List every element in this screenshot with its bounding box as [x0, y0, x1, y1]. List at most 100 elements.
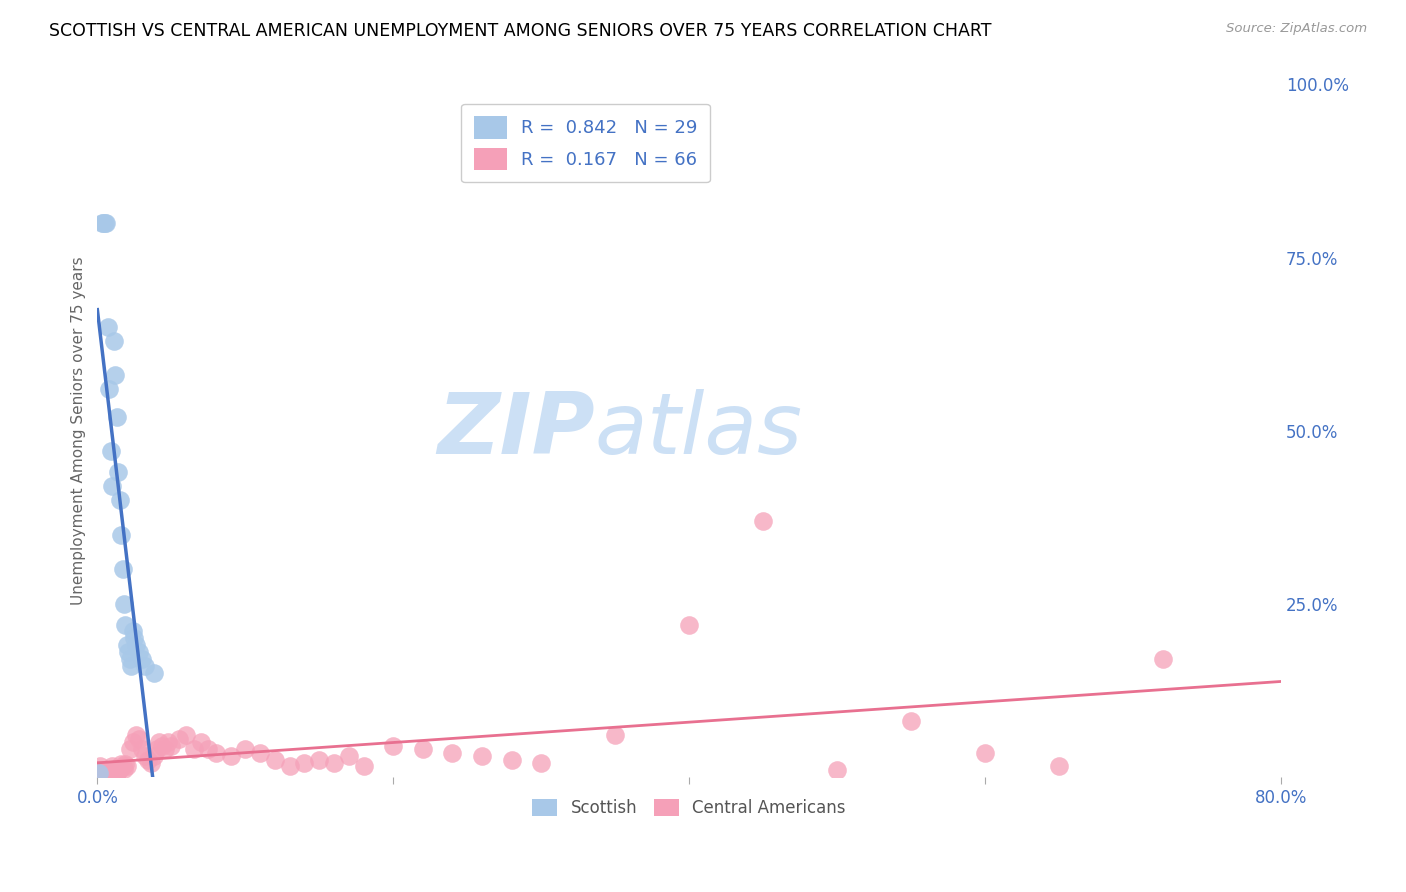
- Point: [148, 735, 170, 749]
- Point: [278, 759, 301, 773]
- Point: [118, 742, 141, 756]
- Point: [128, 645, 150, 659]
- Point: [142, 665, 165, 680]
- Point: [125, 638, 148, 652]
- Point: [98, 766, 121, 780]
- Point: [87, 763, 110, 777]
- Point: [108, 762, 131, 776]
- Text: SCOTTISH VS CENTRAL AMERICAN UNEMPLOYMENT AMONG SENIORS OVER 75 YEARS CORRELATIO: SCOTTISH VS CENTRAL AMERICAN UNEMPLOYMEN…: [49, 22, 991, 40]
- Point: [118, 652, 141, 666]
- Point: [308, 753, 330, 767]
- Point: [152, 739, 174, 753]
- Point: [124, 632, 146, 646]
- Point: [96, 216, 118, 230]
- Point: [112, 762, 135, 776]
- Point: [111, 562, 134, 576]
- Point: [105, 409, 128, 424]
- Point: [441, 746, 464, 760]
- Point: [94, 766, 117, 780]
- Point: [900, 714, 922, 729]
- Point: [110, 757, 132, 772]
- Point: [471, 749, 494, 764]
- Point: [337, 749, 360, 764]
- Point: [145, 742, 167, 756]
- Point: [128, 731, 150, 746]
- Point: [114, 757, 136, 772]
- Point: [501, 753, 523, 767]
- Point: [86, 763, 108, 777]
- Point: [97, 319, 120, 334]
- Point: [131, 652, 153, 666]
- Point: [98, 382, 121, 396]
- Point: [678, 617, 700, 632]
- Point: [752, 514, 775, 528]
- Point: [412, 742, 434, 756]
- Point: [131, 742, 153, 756]
- Point: [117, 645, 139, 659]
- Point: [96, 763, 118, 777]
- Y-axis label: Unemployment Among Seniors over 75 years: Unemployment Among Seniors over 75 years: [72, 256, 86, 605]
- Point: [108, 492, 131, 507]
- Point: [103, 334, 125, 348]
- Text: Source: ZipAtlas.com: Source: ZipAtlas.com: [1226, 22, 1367, 36]
- Point: [139, 756, 162, 770]
- Point: [825, 763, 848, 777]
- Point: [167, 731, 190, 746]
- Point: [107, 465, 129, 479]
- Point: [90, 216, 112, 230]
- Point: [91, 764, 114, 779]
- Point: [1047, 759, 1070, 773]
- Point: [107, 764, 129, 779]
- Point: [353, 759, 375, 773]
- Point: [219, 749, 242, 764]
- Point: [114, 617, 136, 632]
- Point: [94, 216, 117, 230]
- Point: [974, 746, 997, 760]
- Point: [89, 759, 111, 773]
- Point: [104, 368, 127, 383]
- Text: atlas: atlas: [595, 389, 803, 472]
- Text: ZIP: ZIP: [437, 389, 595, 472]
- Point: [120, 659, 142, 673]
- Point: [249, 746, 271, 760]
- Point: [97, 763, 120, 777]
- Point: [134, 659, 156, 673]
- Point: [233, 742, 256, 756]
- Point: [323, 756, 346, 770]
- Point: [1152, 652, 1174, 666]
- Point: [155, 742, 177, 756]
- Point: [121, 735, 143, 749]
- Point: [136, 753, 159, 767]
- Point: [183, 742, 205, 756]
- Point: [101, 759, 124, 773]
- Point: [125, 728, 148, 742]
- Point: [605, 728, 627, 742]
- Point: [111, 759, 134, 773]
- Point: [530, 756, 553, 770]
- Point: [142, 749, 165, 764]
- Point: [197, 742, 219, 756]
- Point: [104, 763, 127, 777]
- Point: [121, 624, 143, 639]
- Point: [115, 759, 138, 773]
- Point: [115, 638, 138, 652]
- Point: [174, 728, 197, 742]
- Point: [103, 762, 125, 776]
- Point: [294, 756, 316, 770]
- Point: [100, 763, 122, 777]
- Legend: Scottish, Central Americans: Scottish, Central Americans: [526, 792, 852, 824]
- Point: [264, 753, 287, 767]
- Point: [100, 444, 122, 458]
- Point: [90, 763, 112, 777]
- Point: [101, 479, 124, 493]
- Point: [134, 749, 156, 764]
- Point: [157, 735, 180, 749]
- Point: [105, 766, 128, 780]
- Point: [110, 527, 132, 541]
- Point: [160, 739, 183, 753]
- Point: [87, 766, 110, 780]
- Point: [204, 746, 226, 760]
- Point: [382, 739, 405, 753]
- Point: [190, 735, 212, 749]
- Point: [91, 216, 114, 230]
